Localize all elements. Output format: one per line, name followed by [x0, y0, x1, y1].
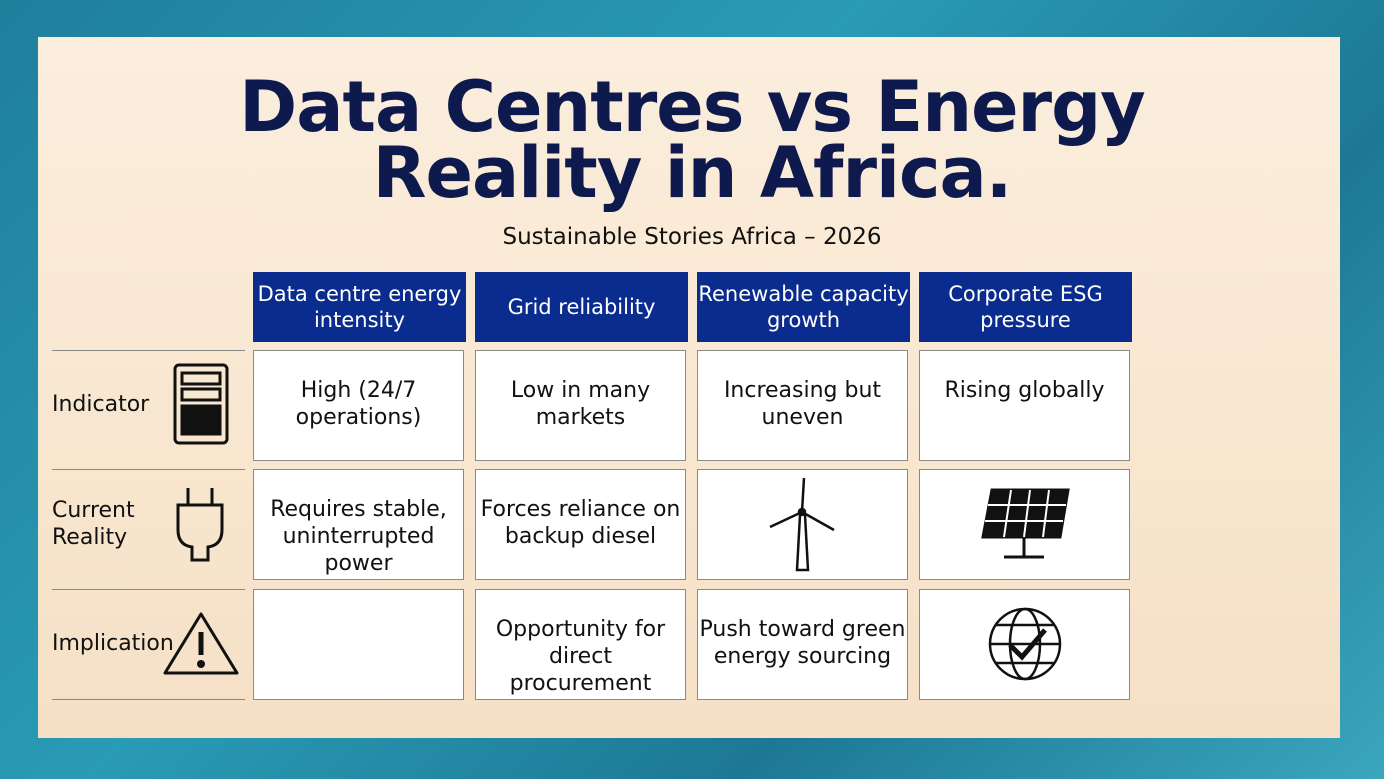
- table-cell: Push toward green energy sourcing: [697, 589, 908, 700]
- row-separator: [52, 350, 245, 351]
- column-header: Corporate ESG pressure: [919, 272, 1132, 342]
- row-label: Indicator: [52, 392, 150, 417]
- wind-turbine-icon: [769, 477, 835, 572]
- table-cell: [253, 589, 464, 700]
- table-cell: Forces reliance on backup diesel: [475, 469, 686, 580]
- globe-check-icon: [988, 607, 1062, 681]
- table-cell: Rising globally: [919, 350, 1130, 461]
- table-cell: High (24/7 operations): [253, 350, 464, 461]
- subtitle: Sustainable Stories Africa – 2026: [502, 224, 882, 250]
- warning-icon: [163, 612, 239, 675]
- server-icon: [173, 363, 229, 445]
- table-cell: Increasing but uneven: [697, 350, 908, 461]
- row-separator: [52, 589, 245, 590]
- title-line: Reality in Africa.: [372, 132, 1013, 214]
- solar-panel-icon: [981, 488, 1070, 559]
- table-cell: Low in many markets: [475, 350, 686, 461]
- row-label: Implication: [52, 631, 174, 656]
- column-header: Data centre energy intensity: [253, 272, 466, 342]
- table-cell: Requires stable, uninterrupted power: [253, 469, 464, 580]
- row-label: Current Reality: [52, 498, 135, 550]
- row-separator: [52, 469, 245, 470]
- column-header: Renewable capacity growth: [697, 272, 910, 342]
- plug-icon: [176, 488, 224, 562]
- row-separator: [52, 699, 245, 700]
- title-line: Data Centres vs Energy: [239, 66, 1146, 148]
- column-header: Grid reliability: [475, 272, 688, 342]
- table-cell: Opportunity for direct procurement: [475, 589, 686, 700]
